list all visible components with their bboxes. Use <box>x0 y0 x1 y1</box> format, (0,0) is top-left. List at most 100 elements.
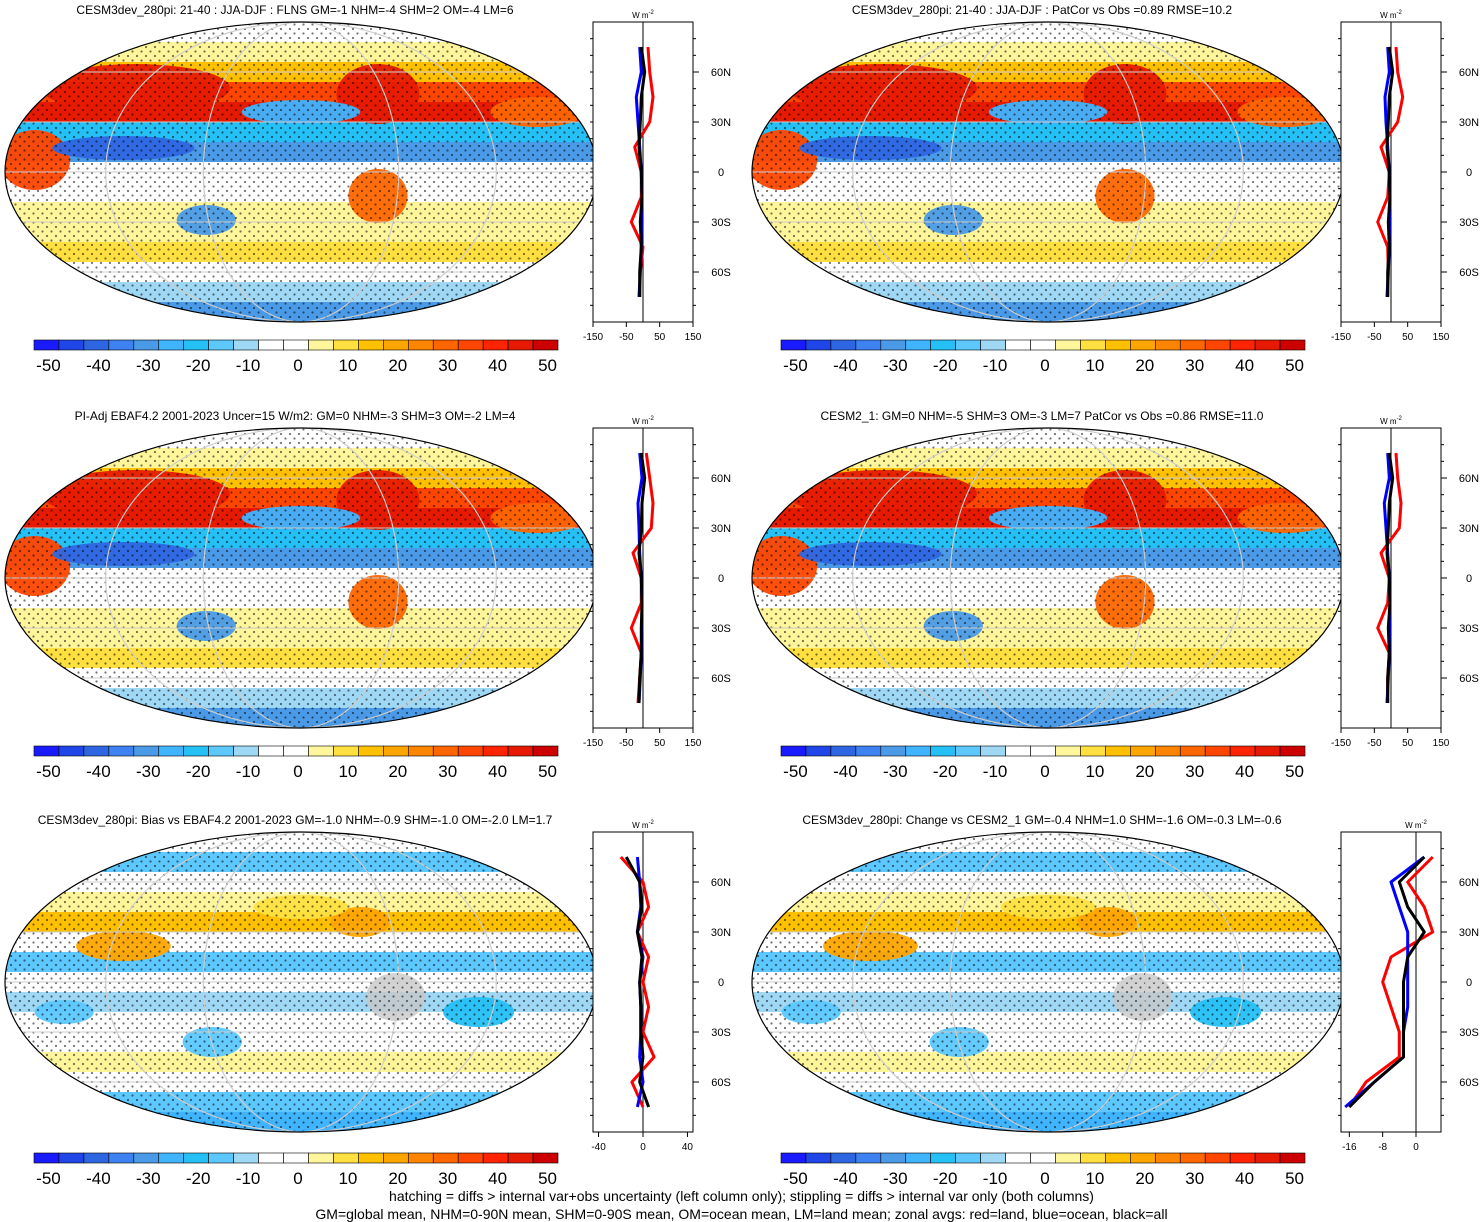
colorbar-swatch <box>158 1152 185 1164</box>
colorbar-label: -20 <box>933 1169 958 1188</box>
colorbar-label: -50 <box>783 1169 808 1188</box>
colorbar-label: 0 <box>293 1169 302 1188</box>
colorbar-label: -40 <box>86 1169 111 1188</box>
colorbar-swatch <box>83 745 110 757</box>
x-tick-label: 150 <box>685 332 702 343</box>
colorbar-swatch <box>233 339 259 351</box>
colorbar-label: -50 <box>783 356 808 375</box>
lat-label: 30S <box>1459 623 1479 635</box>
colorbar-swatch <box>1254 745 1281 757</box>
colorbar: -50 -40 -30 -20 -10 0 10 20 30 40 50 <box>33 339 559 375</box>
colorbar-label: -10 <box>983 356 1008 375</box>
colorbar-swatch <box>183 745 209 757</box>
colorbar-swatch <box>1055 339 1081 351</box>
colorbar-swatch <box>880 339 907 351</box>
lat-label: 30S <box>711 217 731 229</box>
colorbar-label: 20 <box>1135 762 1154 781</box>
colorbar-swatch <box>1254 1152 1281 1164</box>
colorbar-swatch <box>830 745 857 757</box>
x-tick-label: -150 <box>1331 738 1351 749</box>
colorbar-swatch <box>407 339 434 351</box>
colorbar-swatch <box>283 745 309 757</box>
colorbar-swatch <box>1204 1152 1231 1164</box>
colorbar-label: 20 <box>388 1169 407 1188</box>
colorbar-swatch <box>183 339 209 351</box>
colorbar-swatch <box>1279 745 1306 757</box>
panel-title: CESM2_1: GM=0 NHM=-5 SHM=3 OM=-3 LM=7 Pa… <box>821 409 1264 423</box>
colorbar-swatch <box>158 339 185 351</box>
lat-label: 30N <box>1459 927 1479 939</box>
colorbar-label: -20 <box>933 762 958 781</box>
map <box>752 832 1344 1132</box>
zonal-series-all <box>1385 452 1395 703</box>
graticule-lon <box>852 832 1244 1132</box>
colorbar: -50 -40 -30 -20 -10 0 10 20 30 40 50 <box>33 1152 559 1188</box>
colorbar-swatch <box>1080 745 1106 757</box>
colorbar-label: 50 <box>538 356 557 375</box>
colorbar-swatch <box>83 1152 110 1164</box>
colorbar-label: 40 <box>488 762 507 781</box>
colorbar-swatch <box>308 339 334 351</box>
colorbar-swatch <box>1204 745 1231 757</box>
colorbar-label: 30 <box>1185 356 1204 375</box>
colorbar-label: -10 <box>236 1169 261 1188</box>
colorbar-swatch <box>955 339 981 351</box>
colorbar-swatch <box>383 339 409 351</box>
colorbar-swatch <box>108 339 135 351</box>
x-tick-label: 50 <box>654 332 666 343</box>
colorbar-label: -30 <box>883 356 908 375</box>
lat-label: 30S <box>711 1027 731 1039</box>
colorbar-swatch <box>33 339 60 351</box>
colorbar-swatch <box>233 745 259 757</box>
x-tick-label: 150 <box>1433 738 1450 749</box>
colorbar-swatch <box>1229 745 1256 757</box>
zonal-frame <box>1340 831 1442 1133</box>
colorbar-swatch <box>283 339 309 351</box>
colorbar-swatch <box>1055 1152 1081 1164</box>
colorbar-swatch <box>258 339 284 351</box>
colorbar-swatch <box>532 339 559 351</box>
colorbar-swatch <box>457 339 484 351</box>
zonal-series-land <box>619 856 656 1108</box>
lat-label: 60N <box>1459 473 1479 485</box>
colorbar-label: -50 <box>36 762 61 781</box>
x-tick-label: -16 <box>1342 1142 1357 1153</box>
colorbar-swatch <box>805 745 832 757</box>
colorbar-swatch <box>308 745 334 757</box>
colorbar-label: -10 <box>236 356 261 375</box>
colorbar-swatch <box>1030 745 1056 757</box>
colorbar-swatch <box>58 745 85 757</box>
zonal-plot: W m-2 60N 30N 0 30S 60S -150 -50 50 150 <box>583 416 731 749</box>
x-tick-label: -50 <box>619 332 634 343</box>
colorbar-swatch <box>457 745 484 757</box>
lat-label: 0 <box>718 167 724 179</box>
zonal-series-all <box>637 46 647 297</box>
colorbar-swatch <box>1229 339 1256 351</box>
lat-label: 60S <box>711 1077 731 1089</box>
lat-label: 30N <box>1459 523 1479 535</box>
colorbar-swatch <box>880 1152 907 1164</box>
colorbar-swatch <box>133 745 160 757</box>
lat-label: 0 <box>718 573 724 585</box>
colorbar-swatch <box>780 1152 807 1164</box>
colorbar-label: 50 <box>538 1169 557 1188</box>
x-tick-label: 150 <box>1433 332 1450 343</box>
colorbar-label: -50 <box>783 762 808 781</box>
lat-label: 30N <box>711 523 731 535</box>
panel-title: CESM3dev_280pi: 21-40 : JJA-DJF : FLNS G… <box>76 3 513 17</box>
colorbar-swatch <box>358 339 384 351</box>
colorbar: -50 -40 -30 -20 -10 0 10 20 30 40 50 <box>33 745 559 781</box>
map <box>752 428 1344 728</box>
panel-5: CESM3dev_280pi: Bias vs EBAF4.2 2001-202… <box>4 813 731 1188</box>
colorbar-swatch <box>930 1152 956 1164</box>
graticule-lon <box>105 832 497 1132</box>
colorbar-label: 40 <box>1235 356 1254 375</box>
colorbar-swatch <box>980 1152 1006 1164</box>
colorbar-label: 10 <box>1085 762 1104 781</box>
colorbar: -50 -40 -30 -20 -10 0 10 20 30 40 50 <box>780 1152 1306 1188</box>
x-tick-label: -150 <box>1331 332 1351 343</box>
graticule-lon <box>949 832 1147 1132</box>
colorbar-swatch <box>158 745 185 757</box>
colorbar-label: -20 <box>186 1169 211 1188</box>
colorbar-swatch <box>432 745 459 757</box>
